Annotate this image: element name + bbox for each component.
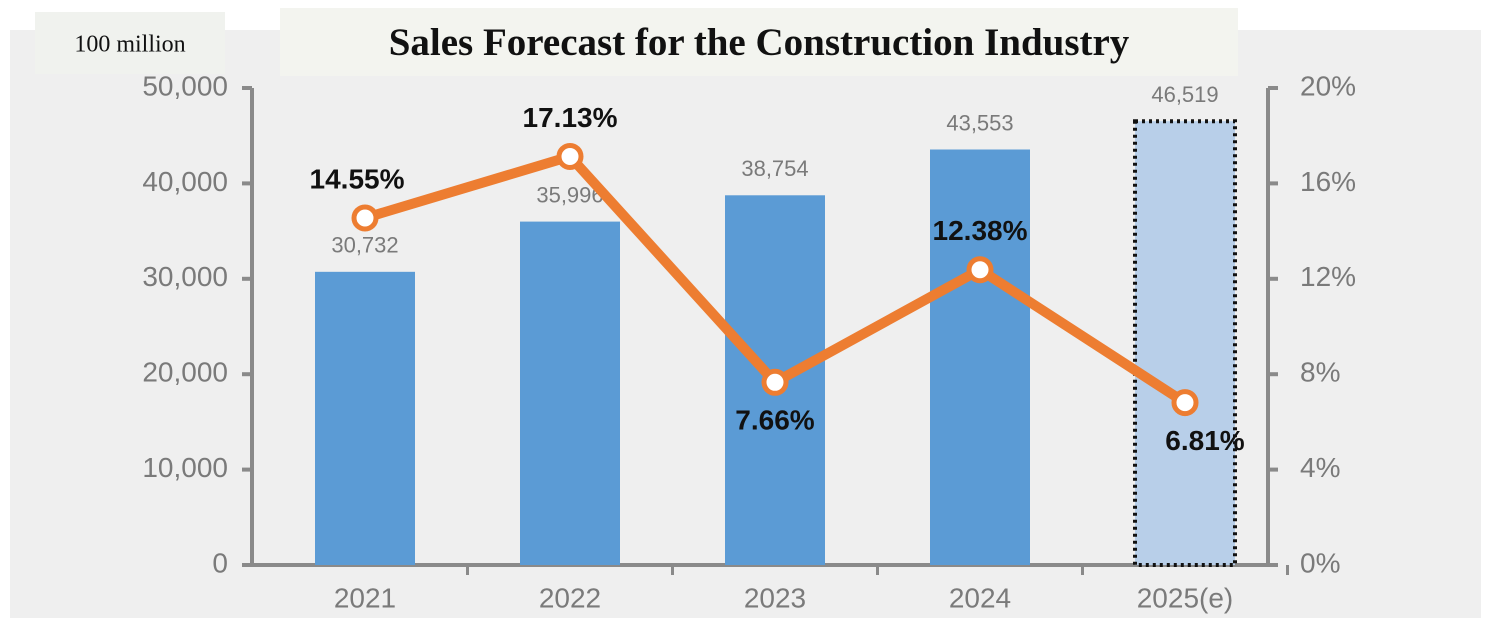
y2-tick-label: 8% <box>1300 357 1340 388</box>
y-tick-label: 10,000 <box>142 452 228 483</box>
y2-tick-label: 0% <box>1300 547 1340 578</box>
x-tick-label: 2021 <box>334 582 396 613</box>
y-tick-label: 40,000 <box>142 166 228 197</box>
x-tick-label: 2022 <box>539 582 601 613</box>
y2-tick-label: 12% <box>1300 261 1356 292</box>
line-value-label: 12.38% <box>933 215 1028 246</box>
bar <box>315 271 415 565</box>
bar-value-label: 46,519 <box>1151 82 1218 107</box>
title-box <box>280 8 1238 76</box>
line-value-label: 17.13% <box>523 102 618 133</box>
line-marker <box>761 368 789 396</box>
y2-tick-label: 20% <box>1300 70 1356 101</box>
bar <box>520 221 620 566</box>
unit-box <box>35 12 225 74</box>
x-tick-label: 2024 <box>949 582 1011 613</box>
line-marker <box>556 142 584 170</box>
line-marker <box>351 204 379 232</box>
y2-tick-label: 4% <box>1300 452 1340 483</box>
y-tick-label: 50,000 <box>142 70 228 101</box>
chart-title: Sales Forecast for the Construction Indu… <box>389 21 1130 64</box>
line-value-label: 7.66% <box>735 405 814 436</box>
bar-value-label: 43,553 <box>946 110 1013 135</box>
y-tick-label: 20,000 <box>142 357 228 388</box>
x-tick-label: 2023 <box>744 582 806 613</box>
line-value-label: 6.81% <box>1165 425 1244 456</box>
line-marker <box>1171 389 1199 417</box>
y-tick-label: 30,000 <box>142 261 228 292</box>
y2-tick-label: 16% <box>1300 166 1356 197</box>
line-marker <box>966 256 994 284</box>
bar-value-label: 38,754 <box>741 156 808 181</box>
y-unit: 100 million <box>74 32 185 58</box>
line-value-label: 14.55% <box>310 163 405 194</box>
bar <box>930 149 1030 565</box>
y-tick-label: 0 <box>212 547 228 578</box>
bar <box>1133 119 1237 567</box>
bar-value-label: 30,732 <box>331 233 398 258</box>
x-tick-label: 2025(e) <box>1137 582 1234 613</box>
